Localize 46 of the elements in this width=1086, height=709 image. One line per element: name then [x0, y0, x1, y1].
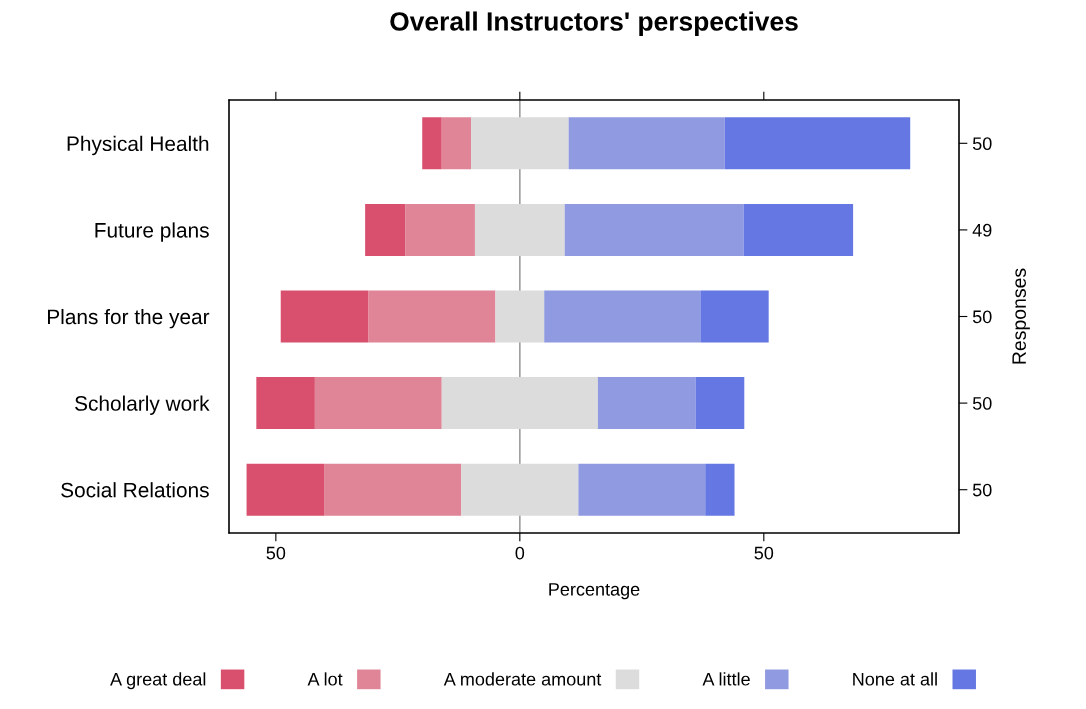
bar [544, 290, 701, 343]
y2-tick-label: 50 [972, 397, 992, 410]
bar [368, 290, 496, 343]
bar [441, 377, 598, 430]
bar [743, 203, 854, 256]
x-tick-label: 50 [266, 546, 286, 560]
bar [280, 290, 369, 343]
y2-tick-label: 50 [972, 137, 992, 151]
bar [422, 117, 442, 170]
bar [314, 377, 442, 430]
y-tick-label: Scholarly work [75, 395, 210, 415]
legend-label: A lot [307, 672, 343, 686]
legend-label: A great deal [110, 672, 206, 690]
legend-label: A little [702, 672, 750, 686]
y-tick-label: Social Relations [61, 482, 209, 498]
y-tick-label: Future plans [95, 222, 209, 242]
y2-tick-label: 49 [972, 223, 992, 237]
bar [700, 290, 769, 343]
bar [578, 463, 706, 516]
bar [495, 290, 545, 343]
bar [564, 203, 744, 256]
bar [695, 377, 745, 430]
x-tick-label: 0 [515, 546, 525, 560]
y-tick-label: Physical Health [67, 135, 209, 156]
bar [365, 203, 406, 256]
y2-tick-label: 50 [972, 483, 992, 497]
x-tick-label: 50 [754, 546, 774, 560]
bar [474, 203, 565, 256]
bar [256, 377, 315, 430]
bar [597, 377, 696, 430]
legend-label: A moderate amount [443, 672, 602, 686]
bar [441, 117, 472, 170]
x-axis-title: Percentage [549, 583, 640, 600]
bar [568, 117, 725, 170]
y-tick-label: Plans for the year [48, 308, 210, 329]
bar [405, 203, 475, 256]
legend-label: None at all [853, 672, 937, 686]
bar [246, 463, 325, 516]
y2-tick-label: 50 [972, 310, 992, 324]
bar [471, 117, 569, 170]
chart-title: Overall Instructors' perspectives [390, 11, 798, 37]
y2-axis-title: Responses [1012, 268, 1030, 364]
bar [705, 463, 735, 516]
bar [324, 463, 462, 516]
bar [724, 117, 911, 170]
bar [461, 463, 579, 516]
